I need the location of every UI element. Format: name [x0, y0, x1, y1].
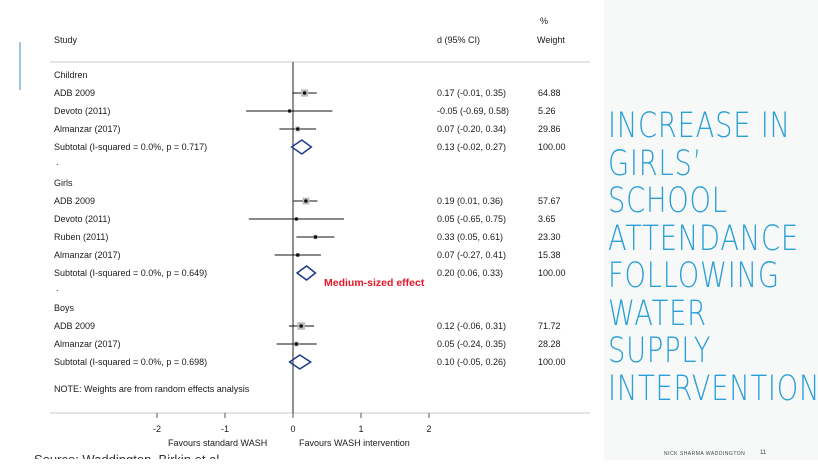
subtotal-boys-weight: 100.00 — [538, 357, 566, 367]
x-tick-label-2: 2 — [426, 424, 431, 434]
study-girls-1-ci: 0.19 (0.01, 0.36) — [437, 196, 503, 206]
study-girls-4-point — [295, 253, 300, 257]
header-weight-percent: % — [540, 16, 548, 26]
subtotal-children-weight: 100.00 — [538, 142, 566, 152]
accent-bar — [19, 42, 21, 90]
study-girls-3-point — [313, 235, 318, 239]
study-boys-1-weight: 71.72 — [538, 321, 561, 331]
study-children-3-weight: 29.86 — [538, 124, 561, 134]
study-boys-1-label: ADB 2009 — [54, 321, 95, 331]
title-panel: INCREASE IN GIRLS’ SCHOOL ATTENDANCE FOL… — [604, 0, 818, 460]
footer-page-number: 11 — [760, 450, 767, 456]
study-children-3-point — [295, 127, 300, 131]
subtotal-children-diamond — [290, 139, 313, 155]
study-girls-3-weight: 23.30 — [538, 232, 561, 242]
group-label-children: Children — [54, 70, 88, 80]
group-label-girls: Girls — [54, 178, 73, 188]
study-girls-2-ci: 0.05 (-0.65, 0.75) — [437, 214, 506, 224]
study-children-1-ci: 0.17 (-0.01, 0.35) — [437, 88, 506, 98]
study-girls-4-ci: 0.07 (-0.27, 0.41) — [437, 250, 506, 260]
study-children-1-label: ADB 2009 — [54, 88, 95, 98]
x-tick-label--2: -2 — [153, 424, 161, 434]
study-children-2-label: Devoto (2011) — [54, 106, 110, 116]
study-boys-2-weight: 28.28 — [538, 339, 561, 349]
subtotal-children-separator-dot: . — [56, 157, 59, 167]
header-weight: Weight — [537, 35, 565, 45]
subtotal-boys-label: Subtotal (I-squared = 0.0%, p = 0.698) — [54, 357, 207, 367]
study-boys-2-label: Almanzar (2017) — [54, 339, 121, 349]
study-girls-3-label: Ruben (2011) — [54, 232, 108, 242]
study-girls-4-weight: 15.38 — [538, 250, 561, 260]
x-axis: -2 -1 0 1 2 — [153, 413, 432, 434]
group-label-boys: Boys — [54, 303, 75, 313]
study-boys-1-point — [299, 324, 303, 328]
slide-headline: INCREASE IN GIRLS’ SCHOOL ATTENDANCE FOL… — [608, 106, 818, 409]
plot-rows: Children ADB 2009 0.17 (-0.01, 0.35) 64.88 D… — [54, 62, 566, 413]
study-boys-1-ci: 0.12 (-0.06, 0.31) — [437, 321, 506, 331]
study-girls-3-ci: 0.33 (0.05, 0.61) — [437, 232, 503, 242]
study-girls-4-label: Almanzar (2017) — [54, 250, 121, 260]
footer-author: NICK SHARMA WADDINGTON — [664, 451, 746, 457]
x-tick-label--1: -1 — [221, 424, 229, 434]
study-girls-2-point — [294, 217, 299, 221]
subtotal-girls-weight: 100.00 — [538, 268, 566, 278]
annotation-medium-effect: Medium-sized effect — [324, 277, 425, 289]
subtotal-girls-ci: 0.20 (0.06, 0.33) — [437, 268, 503, 278]
study-children-2-weight: 5.26 — [538, 106, 556, 116]
study-girls-2-weight: 3.65 — [538, 214, 556, 224]
forest-plot: % Study d (95% CI) Weight Children ADB 20… — [50, 16, 590, 448]
header-effect: d (95% CI) — [437, 35, 480, 45]
study-children-1-point — [302, 91, 307, 95]
study-girls-1-weight: 57.67 — [538, 196, 561, 206]
subtotal-boys-ci: 0.10 (-0.05, 0.26) — [437, 357, 506, 367]
subtotal-children-label: Subtotal (I-squared = 0.0%, p = 0.717) — [54, 142, 207, 152]
x-tick-label-0: 0 — [290, 424, 295, 434]
header-study: Study — [54, 35, 78, 45]
study-children-2-ci: -0.05 (-0.69, 0.58) — [437, 106, 509, 116]
study-children-3-ci: 0.07 (-0.20, 0.34) — [437, 124, 506, 134]
subtotal-boys-diamond — [288, 354, 313, 370]
subtotal-girls-label: Subtotal (I-squared = 0.0%, p = 0.649) — [54, 268, 207, 278]
study-boys-2-point — [294, 342, 299, 346]
footnote: NOTE: Weights are from random effects an… — [54, 384, 250, 394]
study-children-1-weight: 64.88 — [538, 88, 561, 98]
study-girls-1-point — [304, 199, 308, 203]
source-citation: Source: Waddington, Birkin et al. — [34, 452, 223, 467]
subtotal-girls-diamond — [295, 265, 317, 281]
study-children-3-label: Almanzar (2017) — [54, 124, 121, 134]
study-boys-2-ci: 0.05 (-0.24, 0.35) — [437, 339, 506, 349]
study-girls-2-label: Devoto (2011) — [54, 214, 110, 224]
subtotal-children-ci: 0.13 (-0.02, 0.27) — [437, 142, 506, 152]
study-girls-1-label: ADB 2009 — [54, 196, 95, 206]
x-axis-label-left: Favours standard WASH — [168, 438, 267, 448]
study-children-2-point — [287, 109, 292, 113]
subtotal-girls-separator-dot: . — [56, 283, 59, 293]
x-axis-label-right: Favours WASH intervention — [299, 438, 410, 448]
x-tick-label-1: 1 — [358, 424, 363, 434]
